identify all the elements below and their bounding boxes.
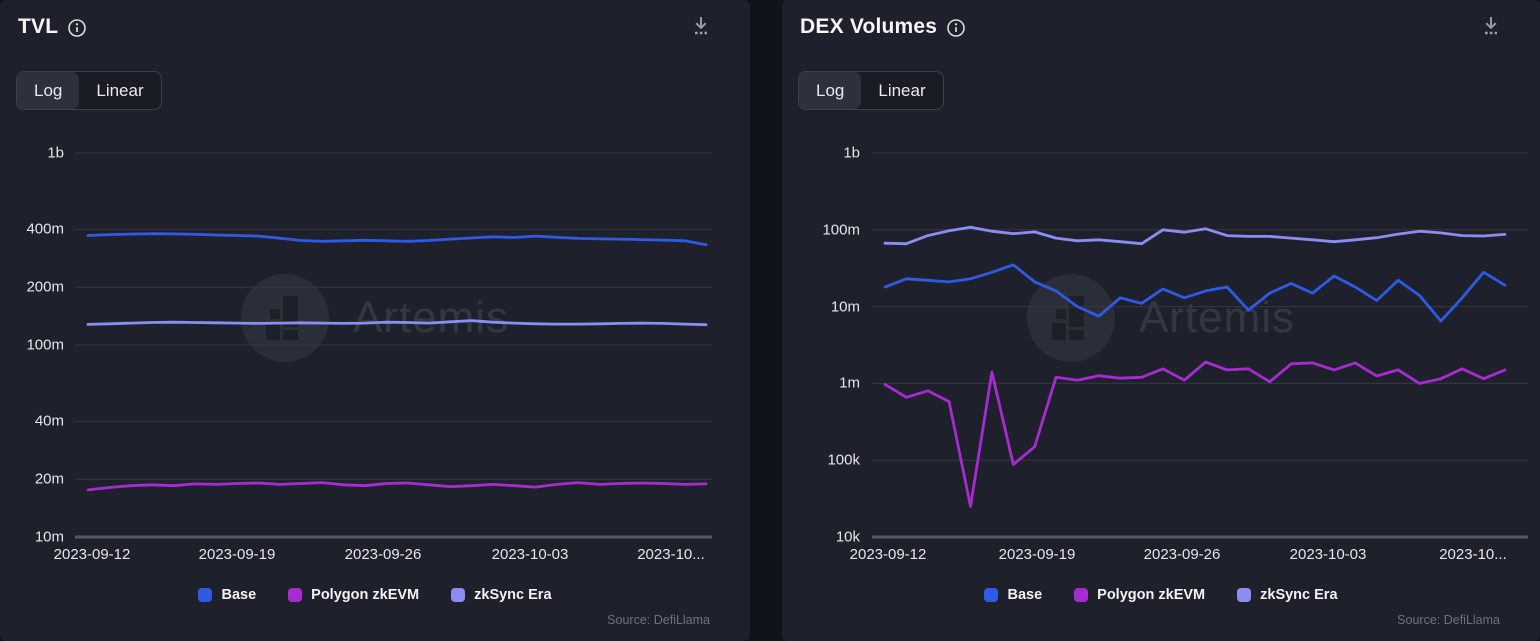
x-axis-tick-label: 2023-10... (637, 546, 705, 563)
toggle-linear[interactable]: Linear (79, 72, 160, 109)
legend-label: Base (221, 587, 257, 603)
x-axis-tick-label: 2023-09-12 (53, 546, 131, 563)
watermark: Artemis (0, 274, 750, 362)
toggle-linear[interactable]: Linear (861, 72, 942, 109)
legend-swatch (451, 588, 466, 602)
legend-swatch (1074, 588, 1089, 602)
page-title: DEX Volumes (800, 15, 938, 38)
tvl-panel: TVL Log Linear (0, 0, 750, 641)
watermark-text: Artemis (352, 293, 510, 342)
legend-swatch (198, 588, 213, 602)
panel-header: TVL (18, 15, 87, 39)
y-axis-tick-label: 100m (26, 336, 64, 354)
legend-item-zksync-era[interactable]: zkSync Era (1237, 587, 1338, 603)
toggle-log[interactable]: Log (17, 72, 80, 109)
legend-swatch (1237, 588, 1252, 602)
x-axis-tick-label: 2023-09-26 (1143, 546, 1221, 563)
y-axis-tick-label: 20m (34, 470, 64, 488)
download-icon[interactable] (1480, 14, 1502, 41)
legend-item-polygon-zkevm[interactable]: Polygon zkEVM (288, 587, 419, 603)
legend-label: zkSync Era (1260, 587, 1338, 603)
legend: Base Polygon zkEVM zkSync Era (0, 587, 750, 603)
series-line-base (883, 263, 1507, 323)
source-label: Source: DefiLlama (1397, 613, 1500, 627)
artemis-logo-icon (1026, 274, 1115, 362)
x-axis-tick-label: 2023-09-19 (998, 546, 1076, 563)
legend-item-polygon-zkevm[interactable]: Polygon zkEVM (1074, 587, 1205, 603)
artemis-logo-icon (240, 274, 329, 362)
scale-toggle: Log Linear (16, 71, 162, 110)
y-axis-tick-label: 100m (822, 221, 860, 239)
y-axis-tick-label: 1b (843, 144, 860, 162)
x-axis-tick-label: 2023-09-12 (849, 546, 927, 563)
legend-label: zkSync Era (474, 587, 552, 603)
y-axis-tick-label: 1m (839, 374, 860, 392)
series-line-zksync-era (883, 225, 1507, 246)
toggle-log[interactable]: Log (799, 72, 862, 109)
watermark: Artemis (782, 274, 1540, 362)
y-axis-tick-label: 40m (34, 412, 64, 430)
x-axis-tick-label: 2023-10... (1439, 546, 1507, 563)
watermark-text: Artemis (1138, 293, 1296, 342)
y-axis-tick-label: 200m (26, 278, 64, 296)
y-axis-tick-label: 10m (34, 528, 64, 546)
info-icon[interactable] (946, 18, 966, 38)
page-title: TVL (18, 15, 59, 38)
legend-item-base[interactable]: Base (984, 587, 1042, 603)
x-axis-tick-label: 2023-09-26 (344, 546, 422, 563)
info-icon[interactable] (67, 18, 87, 38)
source-label: Source: DefiLlama (607, 613, 710, 627)
y-axis-tick-label: 400m (26, 220, 64, 238)
legend-label: Polygon zkEVM (311, 587, 420, 603)
legend-item-base[interactable]: Base (198, 587, 256, 603)
x-axis-tick-label: 2023-10-03 (1289, 546, 1367, 563)
y-axis-tick-label: 10m (830, 298, 860, 316)
legend-label: Base (1007, 587, 1043, 603)
series-line-polygon-zkevm (86, 481, 708, 492)
legend-swatch (288, 588, 303, 602)
dex-volumes-panel: DEX Volumes Log Linear (782, 0, 1540, 641)
y-axis-tick-label: 1b (47, 144, 64, 162)
legend-swatch (984, 588, 999, 602)
panel-header: DEX Volumes (800, 15, 966, 39)
download-icon[interactable] (690, 14, 712, 41)
legend: Base Polygon zkEVM zkSync Era (782, 587, 1540, 603)
y-axis-tick-label: 10k (835, 528, 860, 546)
series-line-polygon-zkevm (883, 360, 1507, 508)
y-axis-tick-label: 100k (827, 451, 860, 469)
series-line-base (86, 232, 708, 247)
scale-toggle: Log Linear (798, 71, 944, 110)
legend-label: Polygon zkEVM (1097, 587, 1206, 603)
series-line-zksync-era (86, 319, 708, 327)
x-axis-tick-label: 2023-09-19 (198, 546, 276, 563)
x-axis-tick-label: 2023-10-03 (491, 546, 569, 563)
legend-item-zksync-era[interactable]: zkSync Era (451, 587, 552, 603)
